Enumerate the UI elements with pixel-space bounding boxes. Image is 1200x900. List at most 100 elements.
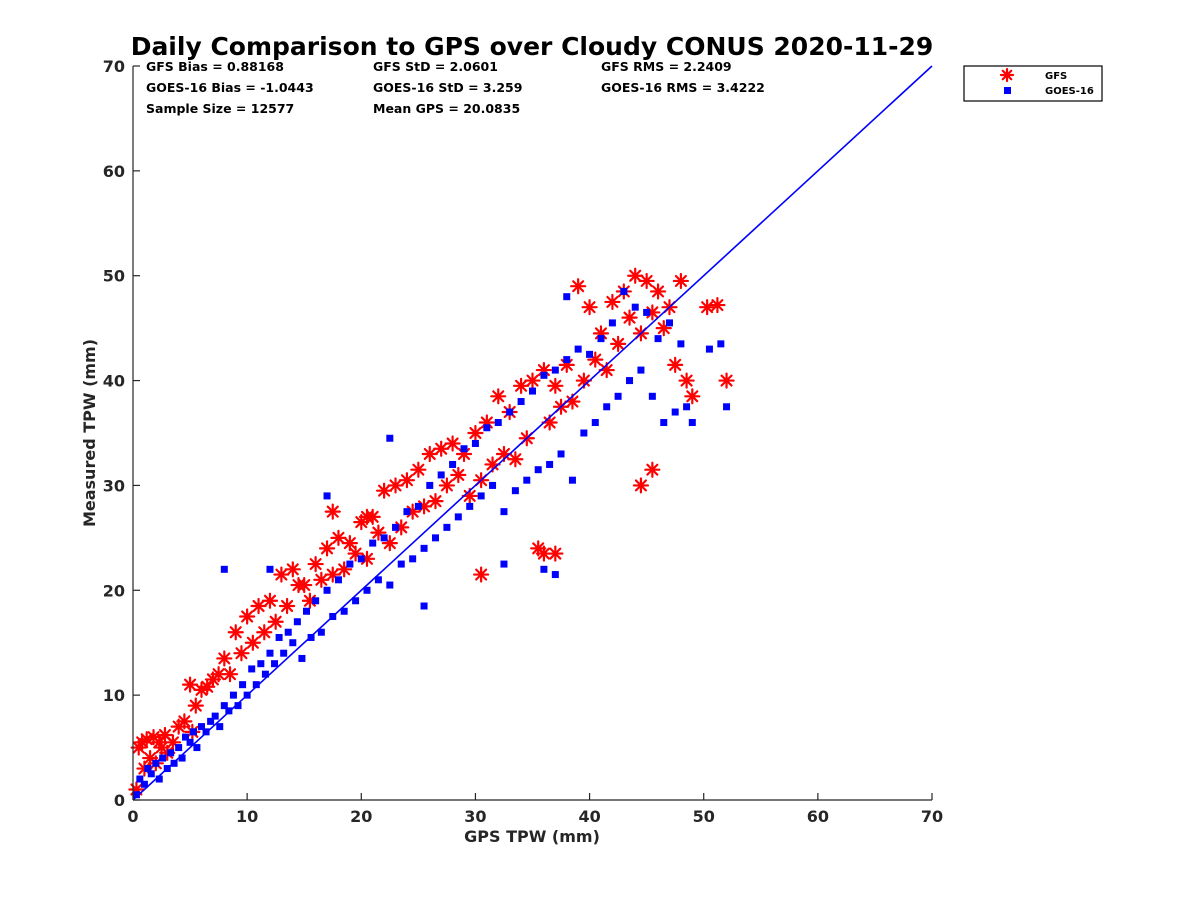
gfs-point: [330, 529, 347, 546]
goes16-point: [483, 424, 491, 432]
gfs-point: [410, 461, 427, 478]
gfs-point: [644, 461, 661, 478]
gfs-point: [699, 299, 716, 316]
goes16-point: [654, 335, 662, 343]
goes16-point: [546, 460, 554, 468]
gfs-point: [649, 283, 667, 300]
goes16-point: [614, 392, 622, 400]
goes16-point: [392, 523, 400, 531]
gfs-point: [627, 267, 644, 284]
goes16-point: [144, 765, 152, 773]
goes16-point: [688, 419, 696, 427]
gfs-point: [358, 508, 376, 525]
y-ticks: 0 10 20 30 40 50 60 70: [103, 57, 140, 810]
gfs-point: [370, 524, 387, 541]
goes16-point: [620, 287, 628, 295]
gfs-point: [221, 666, 239, 683]
goes16-point: [182, 733, 190, 741]
goes16-point: [671, 408, 679, 416]
chart-title: Daily Comparison to GPS over Cloudy CONU…: [131, 32, 934, 61]
goes16-point: [511, 487, 519, 495]
gfs-point: [684, 388, 701, 405]
goes16-point: [677, 340, 685, 348]
goes16-point: [234, 702, 242, 710]
gfs-point: [181, 676, 199, 693]
x-tick-label: 0: [127, 807, 138, 826]
x-tick-label: 70: [921, 807, 943, 826]
stat-goes16-rms: GOES-16 RMS = 3.4222: [601, 80, 765, 95]
y-tick-label: 60: [103, 162, 125, 181]
gfs-point: [176, 713, 193, 730]
goes16-point: [261, 670, 269, 678]
goes16-point: [454, 513, 462, 521]
goes16-point: [340, 607, 348, 615]
x-tick-label: 60: [807, 807, 829, 826]
y-tick-label: 50: [103, 267, 125, 286]
stat-gfs-bias: GFS Bias = 0.88168: [146, 59, 284, 74]
goes16-point: [437, 471, 445, 479]
goes16-point: [683, 403, 691, 411]
y-tick-label: 20: [103, 581, 125, 600]
gfs-point: [261, 592, 279, 609]
goes16-point: [140, 780, 148, 788]
goes16-point: [637, 366, 645, 374]
gfs-point: [267, 613, 284, 630]
series-gfs: [128, 267, 735, 798]
goes16-point: [471, 439, 479, 447]
gfs-point: [256, 624, 273, 641]
goes16-point: [414, 502, 422, 510]
goes16-point: [189, 728, 197, 736]
goes16-point: [449, 460, 457, 468]
legend-gfs-label: GFS: [1045, 71, 1067, 82]
gfs-point: [490, 388, 507, 405]
gfs-point: [709, 296, 726, 314]
gfs-point: [450, 466, 467, 484]
gfs-point: [512, 377, 530, 394]
gfs-point: [324, 503, 341, 520]
gfs-point: [387, 477, 404, 494]
goes16-point: [529, 387, 536, 395]
goes16-point: [409, 555, 417, 563]
y-tick-label: 70: [103, 57, 125, 76]
legend: GFS GOES-16: [963, 65, 1103, 102]
goes16-point: [443, 523, 451, 531]
goes16-point: [186, 738, 194, 746]
goes16-point: [266, 565, 274, 573]
x-ticks: 0 10 20 30 40 50 60 70: [127, 793, 943, 826]
goes16-point: [586, 350, 594, 358]
legend-goes16-label: GOES-16: [1045, 86, 1094, 97]
gfs-point: [473, 566, 490, 583]
gfs-point: [444, 435, 461, 452]
goes16-point: [551, 366, 559, 374]
stat-goes16-std: GOES-16 StD = 3.259: [373, 80, 522, 95]
goes16-point: [257, 660, 265, 668]
goes16-point: [426, 481, 434, 489]
goes16-point: [159, 754, 167, 762]
goes16-point: [357, 555, 365, 563]
gfs-point: [638, 272, 655, 290]
goes16-point: [374, 576, 382, 584]
goes16-point: [626, 377, 634, 385]
goes16-point: [563, 293, 571, 301]
goes16-point: [363, 586, 371, 594]
goes16-point: [540, 371, 548, 379]
stat-goes16-bias: GOES-16 Bias = -1.0443: [146, 80, 314, 95]
goes16-point: [717, 340, 725, 348]
legend-goes16-marker: [1004, 87, 1011, 94]
goes16-point: [591, 419, 599, 427]
goes16-point: [540, 565, 548, 573]
goes16-point: [568, 476, 576, 484]
gfs-point: [421, 445, 438, 463]
goes16-point: [466, 502, 474, 510]
y-tick-label: 40: [103, 372, 125, 391]
goes16-point: [369, 539, 377, 547]
gfs-point: [667, 356, 684, 373]
gfs-point: [216, 650, 233, 667]
legend-box: [963, 65, 1103, 102]
stats-block: GFS Bias = 0.88168 GFS StD = 2.0601 GFS …: [146, 59, 765, 116]
gfs-point: [278, 597, 296, 615]
goes16-point: [132, 791, 140, 799]
y-tick-label: 0: [114, 791, 125, 810]
gfs-point: [610, 335, 627, 352]
gfs-point: [187, 697, 204, 714]
